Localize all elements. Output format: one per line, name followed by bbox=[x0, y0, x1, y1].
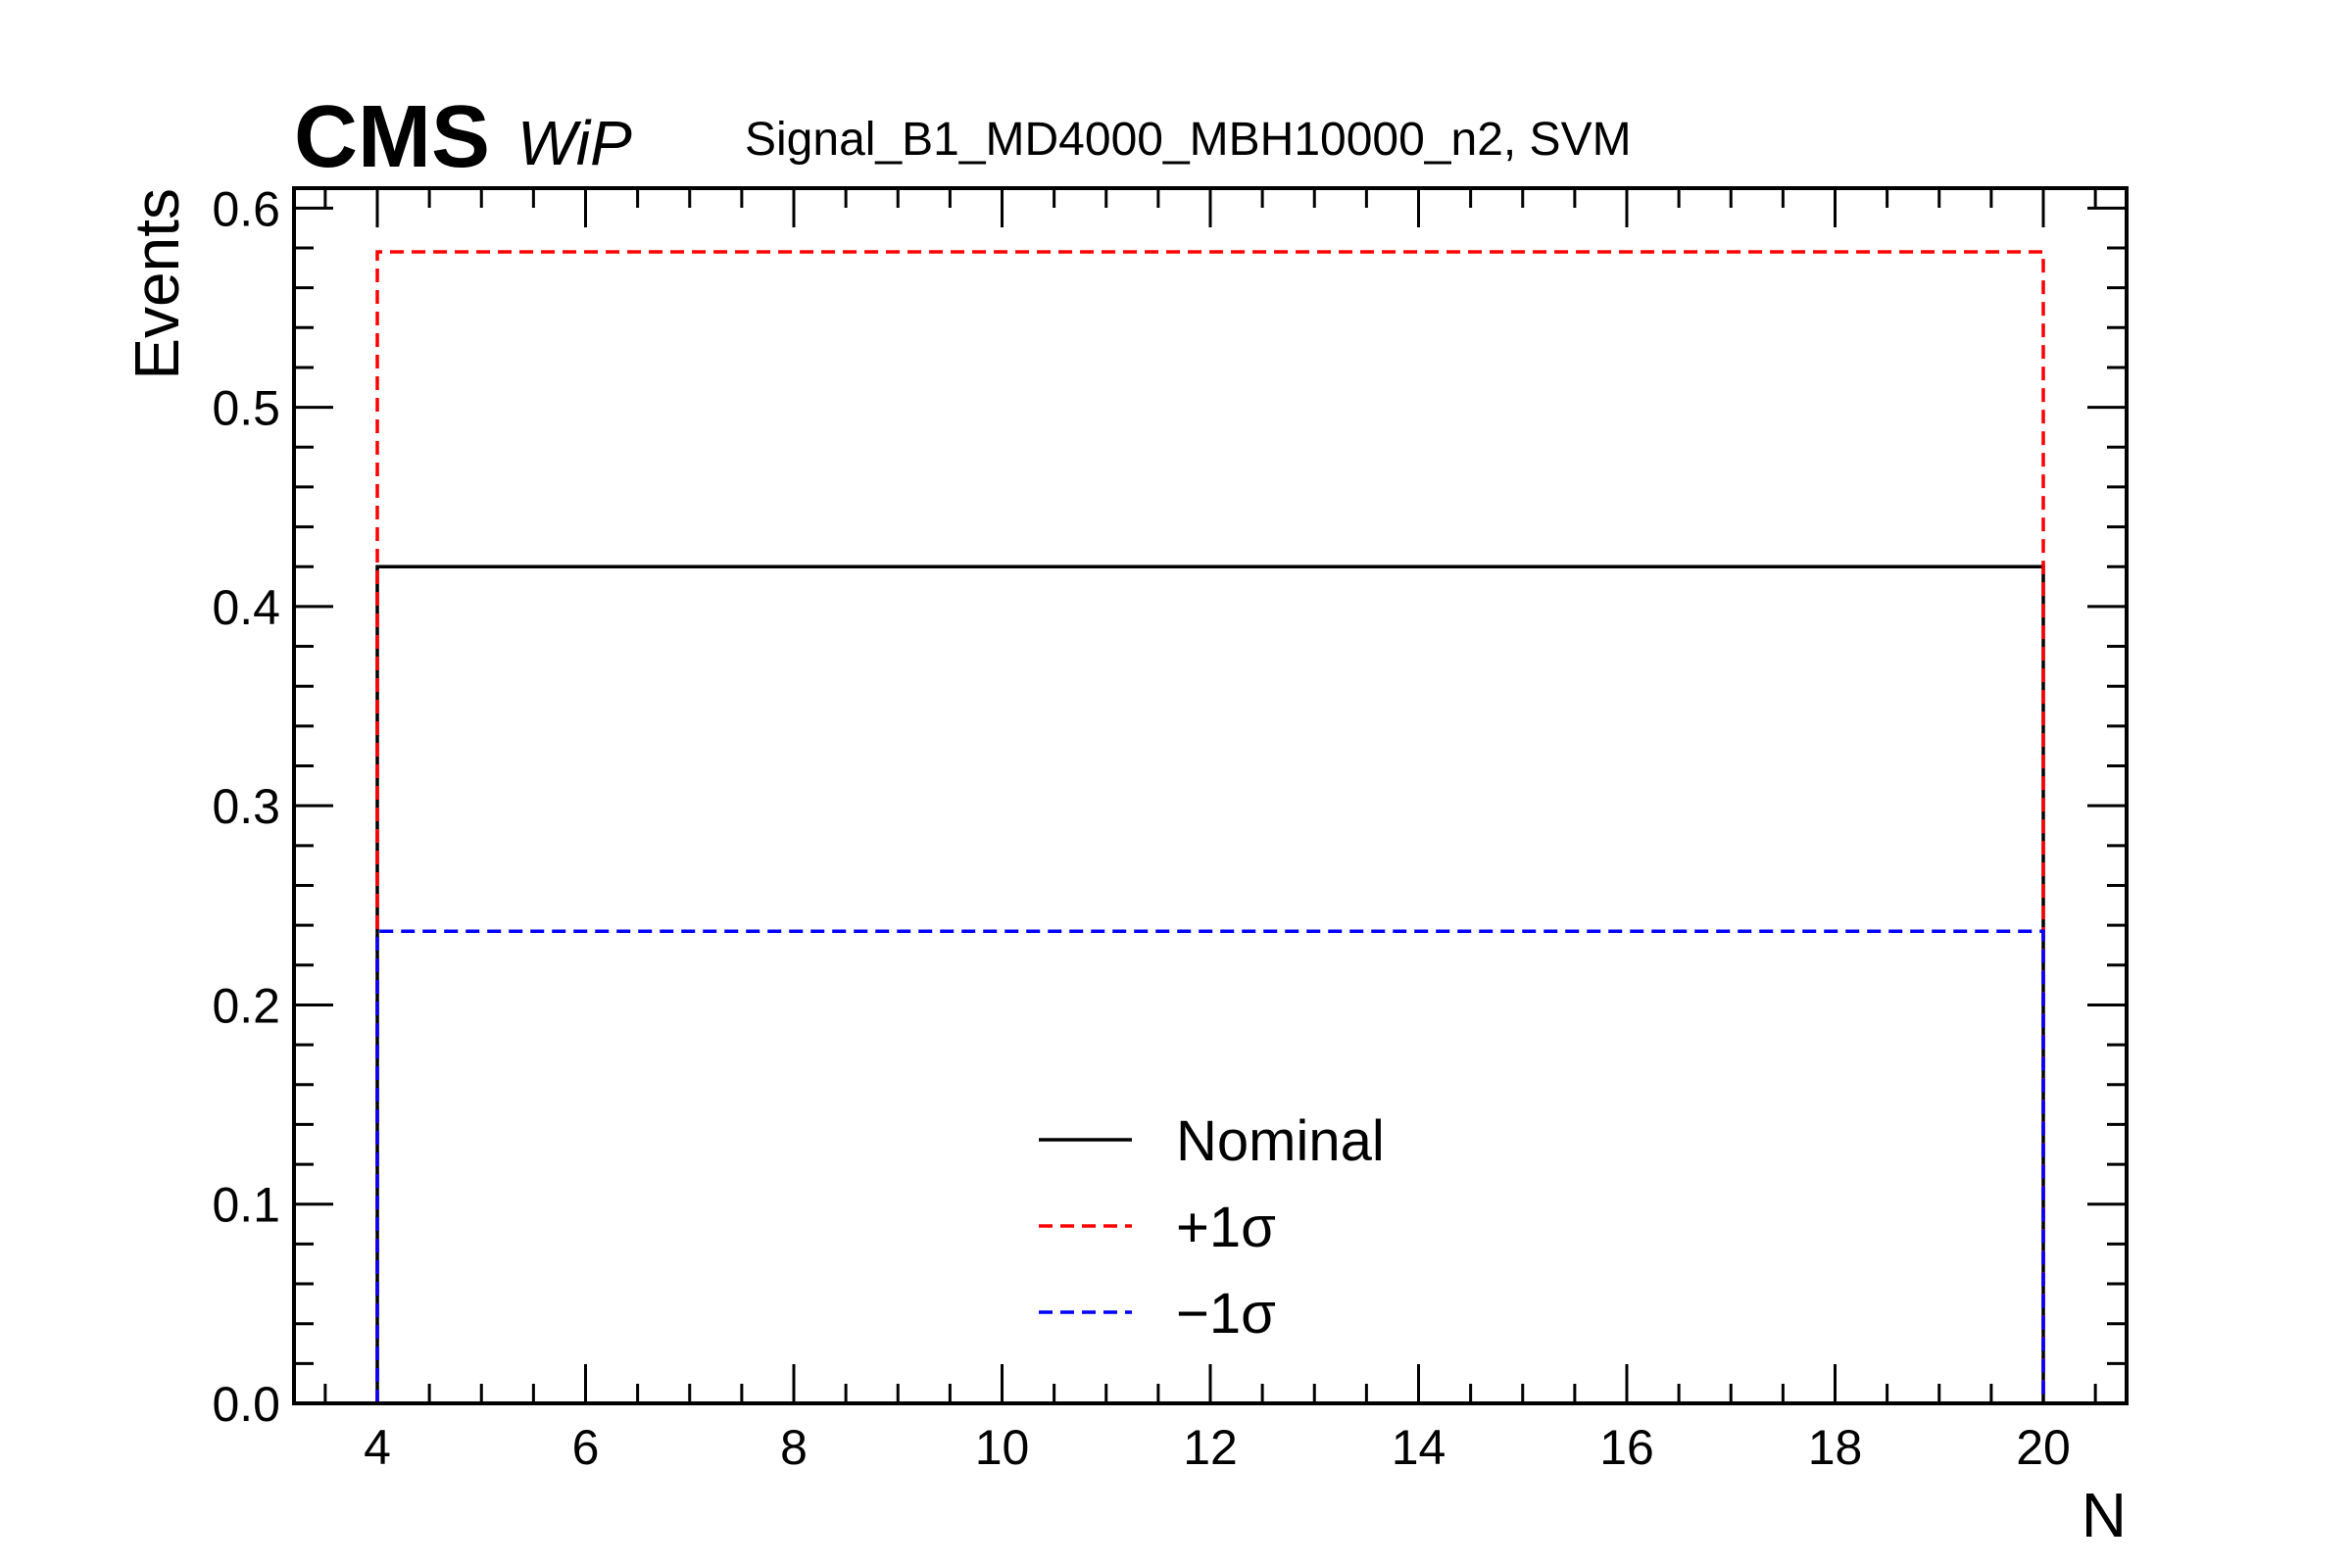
x-tick-label-18: 18 bbox=[1808, 1420, 1863, 1475]
wip-label: WiP bbox=[517, 108, 632, 178]
legend-label-2: −1σ bbox=[1176, 1282, 1276, 1346]
axis-ticks: 4 6 8 10 12 14 16 18 20 0.0 0.1 0.2 0.3 0.4 0.5 0.6 bbox=[212, 181, 2127, 1475]
plot-title: Signal_B1_MD4000_MBH10000_n2, SVM bbox=[745, 114, 1632, 166]
x-tick-label-10: 10 bbox=[975, 1420, 1030, 1475]
y-tick-label-0.0: 0.0 bbox=[212, 1377, 280, 1432]
series-step-1 bbox=[375, 250, 2045, 1403]
y-tick-label-0.6: 0.6 bbox=[212, 181, 280, 236]
plot-frame bbox=[292, 186, 2129, 1405]
x-tick-label-14: 14 bbox=[1392, 1420, 1446, 1475]
legend-label-0: Nominal bbox=[1176, 1109, 1385, 1173]
y-tick-label-0.5: 0.5 bbox=[212, 381, 280, 436]
y-tick-label-0.3: 0.3 bbox=[212, 779, 280, 834]
x-axis-title: N bbox=[2082, 1480, 2127, 1550]
series-step-2 bbox=[375, 929, 2045, 1403]
x-tick-label-8: 8 bbox=[780, 1420, 808, 1475]
x-tick-label-20: 20 bbox=[2016, 1420, 2071, 1475]
cms-label: CMS bbox=[294, 88, 490, 186]
legend: Nominal +1σ −1σ bbox=[1039, 1109, 1385, 1346]
y-tick-label-0.2: 0.2 bbox=[212, 978, 280, 1033]
x-tick-label-4: 4 bbox=[364, 1420, 391, 1475]
series-layer bbox=[375, 250, 2045, 1403]
y-axis-title: Events bbox=[122, 188, 192, 380]
series-step-0 bbox=[375, 564, 2045, 1403]
x-tick-label-16: 16 bbox=[1599, 1420, 1654, 1475]
y-tick-label-0.4: 0.4 bbox=[212, 580, 280, 635]
x-tick-label-12: 12 bbox=[1183, 1420, 1238, 1475]
y-tick-label-0.1: 0.1 bbox=[212, 1178, 280, 1233]
legend-label-1: +1σ bbox=[1176, 1196, 1276, 1259]
x-tick-label-6: 6 bbox=[572, 1420, 600, 1475]
